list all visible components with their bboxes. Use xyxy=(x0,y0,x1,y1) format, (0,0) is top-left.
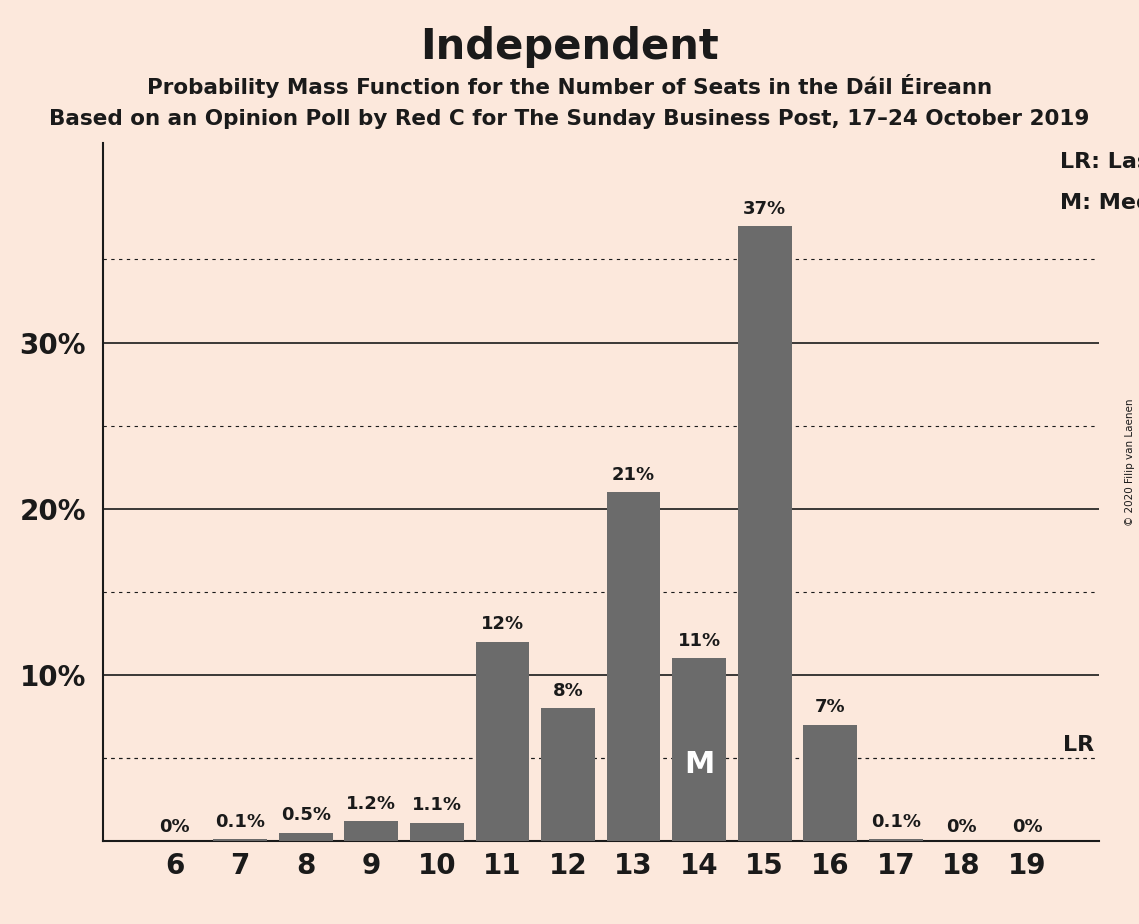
Text: M: M xyxy=(685,749,714,779)
Text: 0%: 0% xyxy=(947,818,977,836)
Text: 0.1%: 0.1% xyxy=(215,813,265,831)
Text: 1.1%: 1.1% xyxy=(412,796,462,814)
Bar xyxy=(476,641,530,841)
Bar xyxy=(344,821,399,841)
Text: 1.2%: 1.2% xyxy=(346,795,396,812)
Bar xyxy=(672,658,726,841)
Text: Independent: Independent xyxy=(420,26,719,67)
Text: 0.5%: 0.5% xyxy=(281,807,330,824)
Text: 11%: 11% xyxy=(678,632,721,650)
Bar xyxy=(410,822,464,841)
Text: LR: LR xyxy=(1063,736,1095,755)
Text: 0%: 0% xyxy=(159,818,190,836)
Text: LR: Last Result: LR: Last Result xyxy=(1059,152,1139,172)
Bar xyxy=(869,839,923,841)
Text: 21%: 21% xyxy=(612,466,655,484)
Bar xyxy=(279,833,333,841)
Text: 0.1%: 0.1% xyxy=(871,813,920,831)
Bar xyxy=(607,492,661,841)
Text: M: Median: M: Median xyxy=(1059,193,1139,213)
Bar xyxy=(803,724,858,841)
Text: 0%: 0% xyxy=(1011,818,1042,836)
Text: Probability Mass Function for the Number of Seats in the Dáil Éireann: Probability Mass Function for the Number… xyxy=(147,74,992,98)
Text: 12%: 12% xyxy=(481,615,524,633)
Bar xyxy=(541,708,595,841)
Bar xyxy=(738,226,792,841)
Bar xyxy=(213,839,268,841)
Text: Based on an Opinion Poll by Red C for The Sunday Business Post, 17–24 October 20: Based on an Opinion Poll by Red C for Th… xyxy=(49,109,1090,129)
Text: 37%: 37% xyxy=(743,200,786,218)
Text: 7%: 7% xyxy=(816,699,845,716)
Text: © 2020 Filip van Laenen: © 2020 Filip van Laenen xyxy=(1125,398,1134,526)
Text: 8%: 8% xyxy=(552,682,583,699)
